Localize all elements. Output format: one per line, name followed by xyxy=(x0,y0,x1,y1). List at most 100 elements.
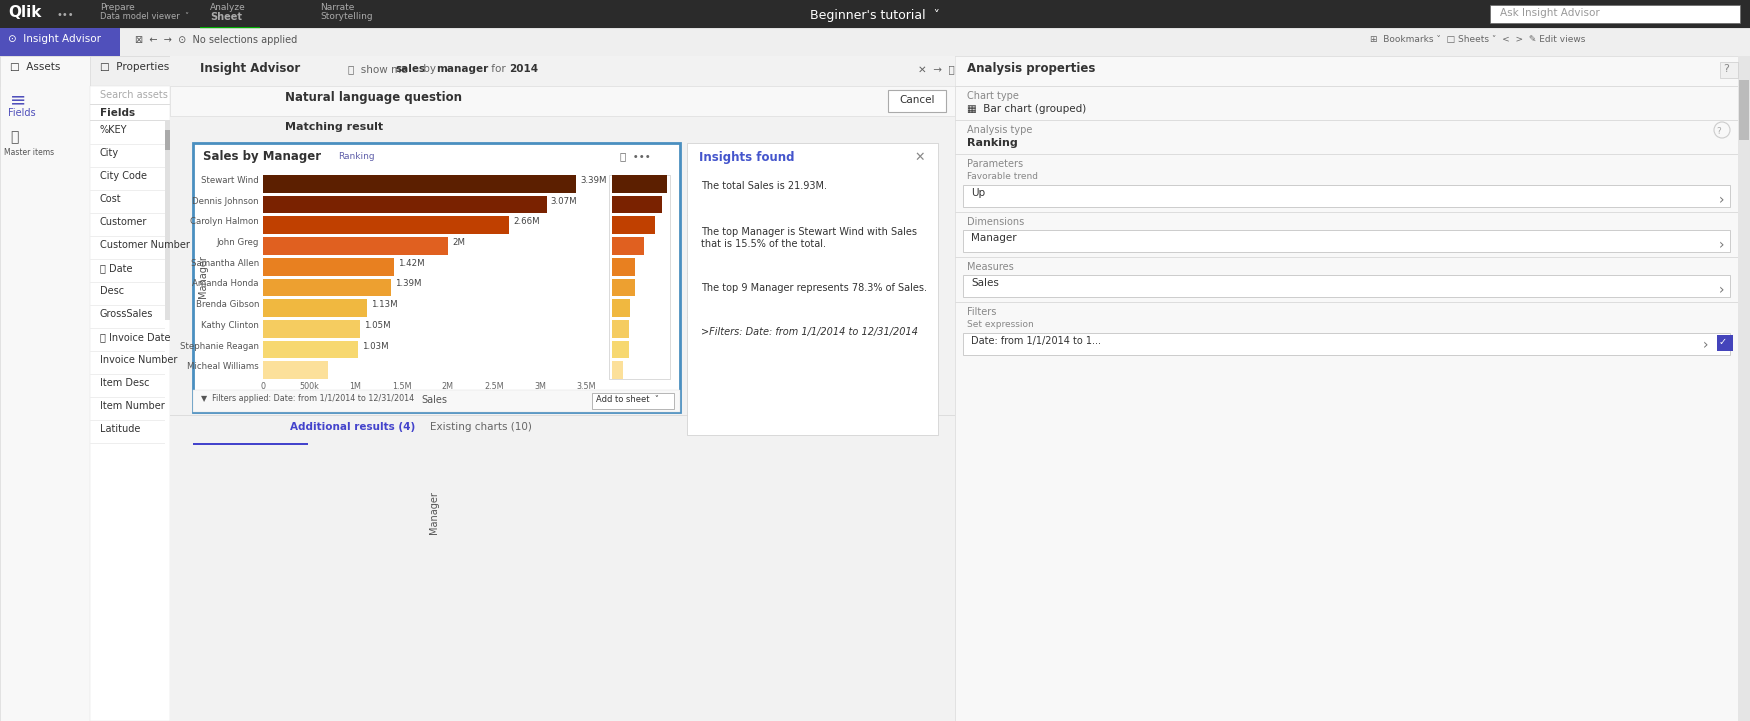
Text: Add to sheet  ˅: Add to sheet ˅ xyxy=(597,395,660,404)
Bar xyxy=(695,277,929,315)
Text: Ask Insight Advisor: Ask Insight Advisor xyxy=(1500,8,1600,18)
Bar xyxy=(612,320,628,337)
Bar xyxy=(89,120,170,121)
Bar xyxy=(1717,335,1732,351)
Bar xyxy=(0,28,121,56)
Bar xyxy=(262,195,546,213)
Bar xyxy=(262,175,576,193)
Text: Brenda Gibson: Brenda Gibson xyxy=(196,300,259,309)
Text: Insight Advisor: Insight Advisor xyxy=(200,62,301,75)
Bar xyxy=(963,230,1731,252)
Bar xyxy=(262,299,368,317)
Text: Manager: Manager xyxy=(971,233,1017,243)
Bar xyxy=(200,27,261,29)
Text: Date: from 1/1/2014 to 1...: Date: from 1/1/2014 to 1... xyxy=(971,336,1101,346)
Text: manager: manager xyxy=(436,64,488,74)
Bar xyxy=(612,237,644,255)
Bar xyxy=(262,258,394,275)
Bar xyxy=(612,216,654,234)
Text: Invoice Number: Invoice Number xyxy=(100,355,177,365)
Text: 1.39M: 1.39M xyxy=(396,280,422,288)
Text: Set expression: Set expression xyxy=(968,320,1034,329)
Text: for: for xyxy=(488,64,509,74)
Text: •••: ••• xyxy=(58,10,75,20)
Bar xyxy=(612,278,635,296)
Bar xyxy=(262,340,359,358)
Text: □  Properties: □ Properties xyxy=(100,62,170,72)
Bar xyxy=(0,56,1750,86)
Text: 3.5M: 3.5M xyxy=(578,382,597,391)
Text: Stewart Wind: Stewart Wind xyxy=(201,176,259,185)
Bar xyxy=(609,175,670,379)
Text: Narrate: Narrate xyxy=(320,3,354,12)
Text: ›: › xyxy=(1718,283,1726,297)
Text: ≡: ≡ xyxy=(10,90,26,109)
Bar xyxy=(262,320,360,337)
Bar xyxy=(612,340,628,358)
Bar xyxy=(0,0,1750,28)
Text: Manager: Manager xyxy=(429,492,439,534)
Text: Cancel: Cancel xyxy=(900,95,934,105)
Bar xyxy=(89,104,170,105)
Bar xyxy=(89,56,180,86)
Text: ›: › xyxy=(1718,193,1726,207)
Text: by: by xyxy=(420,64,439,74)
Text: 1M: 1M xyxy=(350,382,360,391)
Bar xyxy=(612,361,623,379)
Bar xyxy=(695,219,929,271)
Text: ?: ? xyxy=(1724,64,1729,74)
Text: Sales by Manager: Sales by Manager xyxy=(203,150,322,163)
Text: The top 9 Manager represents 78.3% of Sales.: The top 9 Manager represents 78.3% of Sa… xyxy=(702,283,928,293)
Bar xyxy=(1489,5,1740,23)
Text: ▦  Bar chart (grouped): ▦ Bar chart (grouped) xyxy=(968,104,1087,114)
Bar xyxy=(963,185,1731,207)
Bar xyxy=(688,143,938,435)
Text: 2M: 2M xyxy=(452,238,466,247)
Text: ›: › xyxy=(1718,238,1726,252)
Text: ?: ? xyxy=(1717,127,1722,136)
Text: Dennis Johnson: Dennis Johnson xyxy=(192,197,259,205)
Text: 1.5M: 1.5M xyxy=(392,382,411,391)
Text: Measures: Measures xyxy=(968,262,1013,272)
Bar xyxy=(170,415,956,416)
Text: %KEY: %KEY xyxy=(100,125,128,135)
Text: Stephanie Reagan: Stephanie Reagan xyxy=(180,342,259,350)
Bar xyxy=(956,56,1750,721)
Text: 3.39M: 3.39M xyxy=(581,176,607,185)
Text: Samantha Allen: Samantha Allen xyxy=(191,259,259,267)
Text: 3M: 3M xyxy=(534,382,546,391)
Text: □  Assets: □ Assets xyxy=(10,62,60,72)
Bar xyxy=(262,237,448,255)
Text: John Greg: John Greg xyxy=(217,238,259,247)
Text: ⊙  Insight Advisor: ⊙ Insight Advisor xyxy=(9,34,102,44)
Text: Prepare: Prepare xyxy=(100,3,135,12)
Bar xyxy=(0,56,89,721)
Text: City: City xyxy=(100,148,119,158)
Bar xyxy=(1740,80,1748,140)
Text: sales: sales xyxy=(396,64,425,74)
Bar xyxy=(1720,62,1738,78)
Text: Item Desc: Item Desc xyxy=(100,378,149,388)
Bar xyxy=(192,443,308,445)
Bar xyxy=(0,28,1750,56)
Bar xyxy=(262,361,327,379)
Text: Carolyn Halmon: Carolyn Halmon xyxy=(191,218,259,226)
Text: Customer: Customer xyxy=(100,217,147,227)
Text: Data model viewer  ˅: Data model viewer ˅ xyxy=(100,12,189,21)
Text: Kathy Clinton: Kathy Clinton xyxy=(201,321,259,330)
Text: Parameters: Parameters xyxy=(968,159,1024,169)
Text: Fields: Fields xyxy=(100,108,135,118)
Bar xyxy=(612,195,662,213)
Text: Amanda Honda: Amanda Honda xyxy=(192,280,259,288)
Text: 3.07M: 3.07M xyxy=(551,197,578,205)
Text: ⊠  ←  →  ⊙  No selections applied: ⊠ ← → ⊙ No selections applied xyxy=(135,35,298,45)
Text: Additional results (4): Additional results (4) xyxy=(290,422,415,432)
Text: Customer Number: Customer Number xyxy=(100,240,191,250)
Text: 📅 Invoice Date: 📅 Invoice Date xyxy=(100,332,170,342)
Bar xyxy=(170,415,956,445)
Bar xyxy=(963,275,1731,297)
Bar xyxy=(1738,56,1750,721)
Text: 0: 0 xyxy=(261,382,266,391)
Bar xyxy=(262,216,509,234)
Text: Storytelling: Storytelling xyxy=(320,12,373,21)
